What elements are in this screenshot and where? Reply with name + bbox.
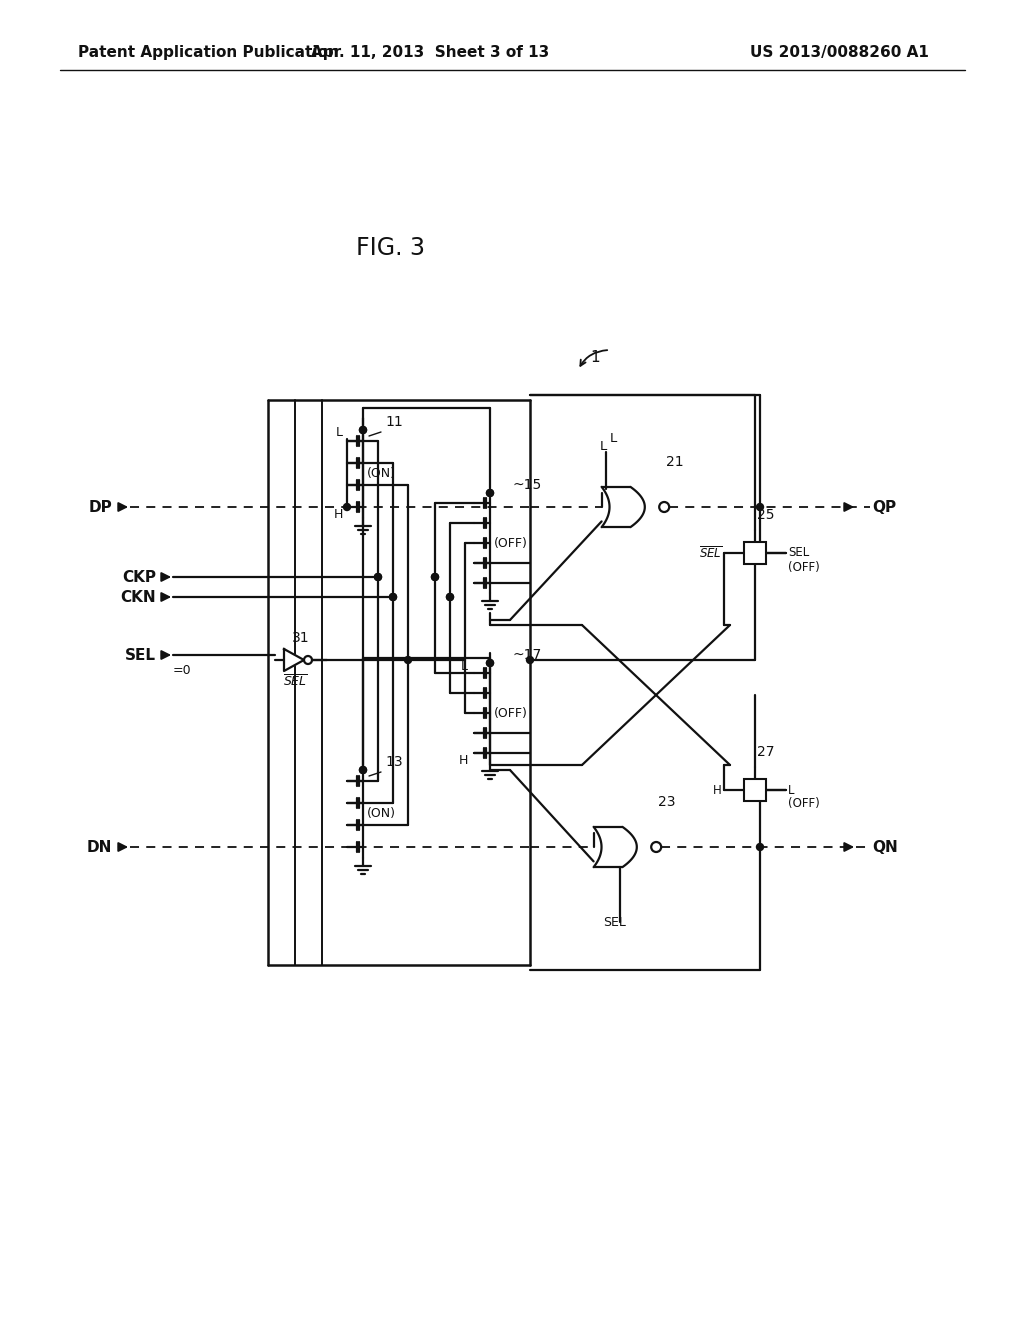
Bar [744, 543, 766, 564]
Text: H: H [714, 784, 722, 796]
Text: ~15: ~15 [512, 478, 542, 492]
Text: 21: 21 [666, 455, 684, 469]
Circle shape [359, 426, 367, 433]
Text: QN: QN [872, 840, 898, 854]
Text: (ON): (ON) [367, 467, 396, 480]
Circle shape [359, 767, 367, 774]
Circle shape [389, 594, 396, 601]
Circle shape [431, 573, 438, 581]
Circle shape [375, 573, 382, 581]
Circle shape [446, 594, 454, 601]
Circle shape [359, 767, 367, 774]
Text: SEL: SEL [125, 648, 156, 663]
Text: 23: 23 [658, 795, 676, 809]
Text: H: H [459, 754, 468, 767]
Circle shape [486, 660, 494, 667]
Text: L: L [600, 441, 607, 454]
Circle shape [404, 656, 412, 664]
Text: (OFF): (OFF) [494, 706, 528, 719]
Text: ~17: ~17 [512, 648, 542, 663]
Text: L: L [461, 660, 468, 672]
Text: (OFF): (OFF) [788, 561, 820, 573]
Text: FIG. 3: FIG. 3 [355, 236, 425, 260]
Circle shape [359, 426, 367, 433]
Text: 27: 27 [757, 744, 774, 759]
Circle shape [375, 573, 382, 581]
Circle shape [343, 503, 350, 511]
Text: L: L [336, 426, 343, 440]
Text: Patent Application Publication: Patent Application Publication [78, 45, 339, 59]
Circle shape [431, 573, 438, 581]
Circle shape [446, 594, 454, 601]
Text: $\overline{SEL}$: $\overline{SEL}$ [283, 675, 307, 690]
Text: SEL: SEL [603, 916, 627, 928]
Circle shape [757, 503, 764, 511]
Text: SEL: SEL [788, 546, 809, 560]
Text: CKN: CKN [121, 590, 156, 605]
Text: L: L [609, 433, 616, 446]
Text: $\overline{SEL}$: $\overline{SEL}$ [698, 545, 722, 561]
Circle shape [486, 490, 494, 496]
Text: DN: DN [87, 840, 112, 854]
Text: 13: 13 [385, 755, 402, 770]
Text: L: L [788, 784, 795, 796]
Polygon shape [284, 649, 304, 671]
Text: (ON): (ON) [367, 808, 396, 821]
Circle shape [486, 490, 494, 496]
Text: Apr. 11, 2013  Sheet 3 of 13: Apr. 11, 2013 Sheet 3 of 13 [311, 45, 549, 59]
Text: 31: 31 [292, 631, 310, 645]
Circle shape [486, 660, 494, 667]
Text: US 2013/0088260 A1: US 2013/0088260 A1 [750, 45, 929, 59]
Text: =0: =0 [173, 664, 191, 676]
Text: 11: 11 [385, 414, 402, 429]
Text: 25: 25 [757, 508, 774, 521]
Circle shape [389, 594, 396, 601]
Text: (OFF): (OFF) [494, 536, 528, 549]
Circle shape [757, 843, 764, 850]
Text: 1: 1 [590, 351, 600, 366]
Text: H: H [334, 508, 343, 521]
Text: (OFF): (OFF) [788, 797, 820, 810]
Circle shape [526, 656, 534, 664]
Text: QP: QP [872, 499, 896, 515]
Bar [744, 779, 766, 801]
Text: CKP: CKP [122, 569, 156, 585]
Text: DP: DP [88, 499, 112, 515]
